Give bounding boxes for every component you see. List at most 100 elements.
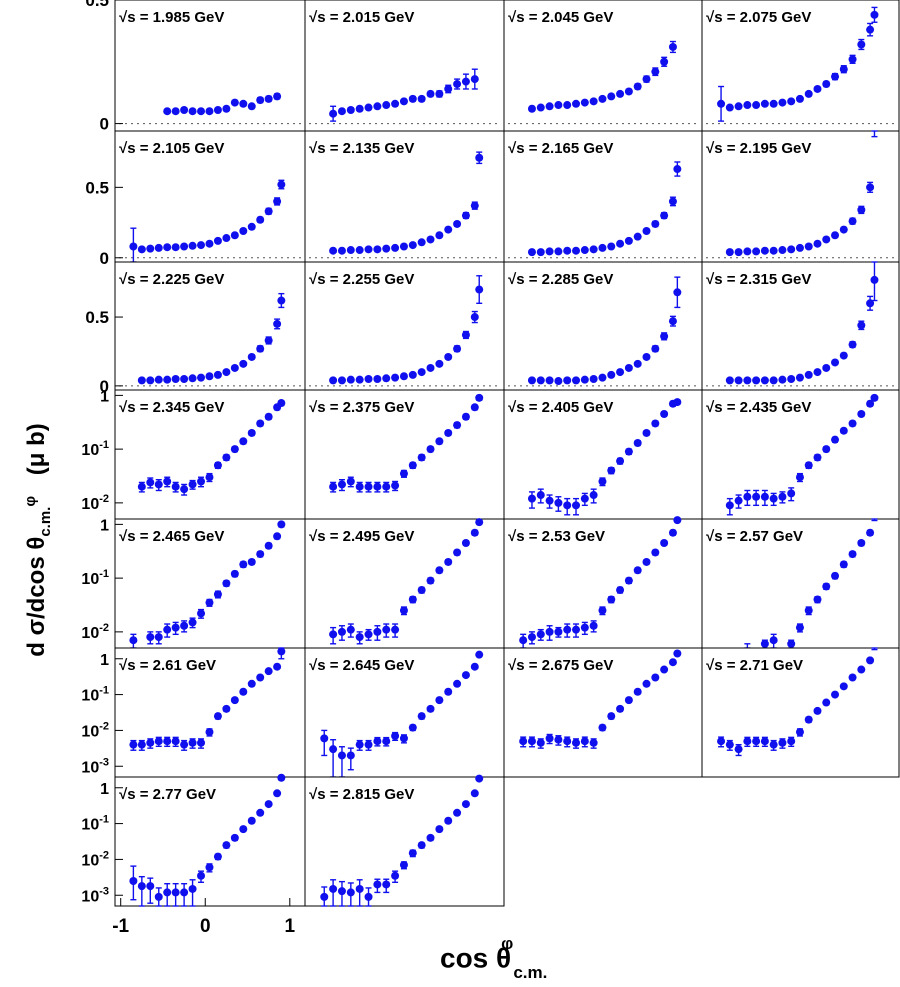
panel-frame: [503, 389, 703, 520]
data-point: [545, 102, 554, 111]
data-point: [273, 662, 282, 671]
data-point: [725, 740, 734, 749]
data-point: [743, 492, 752, 501]
data-point: [435, 566, 444, 575]
data-point: [239, 227, 248, 236]
panel-frame: [701, 647, 900, 778]
panel-energy-label: √s = 2.015 GeV: [309, 9, 414, 26]
data-point: [787, 737, 796, 746]
panel-energy-label: √s = 2.77 GeV: [119, 786, 216, 803]
data-point: [373, 374, 382, 383]
y-tick-label: 10-1: [81, 439, 109, 459]
data-point: [264, 541, 273, 550]
data-point: [554, 627, 563, 636]
data-point: [373, 880, 382, 889]
data-point: [624, 87, 633, 96]
x-tick-label: 1: [285, 916, 296, 937]
data-point: [222, 579, 231, 588]
data-point: [154, 892, 163, 901]
data-point: [171, 888, 180, 897]
data-point: [320, 734, 329, 743]
panel-energy-label: √s = 2.61 GeV: [119, 657, 216, 674]
data-point: [554, 101, 563, 110]
data-point: [154, 737, 163, 746]
panel-frame: [304, 261, 505, 391]
data-point: [247, 102, 256, 111]
data-point: [408, 723, 417, 732]
y-tick-label: 0: [100, 377, 109, 396]
data-point: [475, 774, 484, 783]
data-point: [527, 633, 536, 642]
data-point: [171, 737, 180, 746]
data-point: [813, 453, 822, 462]
data-point: [230, 569, 239, 578]
data-point: [616, 368, 625, 377]
data-point: [870, 10, 879, 19]
data-point: [222, 104, 231, 113]
data-point: [180, 621, 189, 630]
data-point: [813, 368, 822, 377]
data-point: [717, 737, 726, 746]
panel-energy-label: √s = 2.255 GeV: [309, 271, 414, 288]
data-point: [660, 332, 669, 341]
panel-energy-label: √s = 2.495 GeV: [309, 528, 414, 545]
data-point: [572, 376, 581, 385]
data-point: [642, 227, 651, 236]
data-point: [651, 344, 660, 353]
data-point: [660, 665, 669, 674]
data-point: [205, 863, 214, 872]
data-point: [519, 737, 528, 746]
data-point: [163, 737, 172, 746]
data-point: [213, 370, 222, 379]
data-point: [355, 633, 364, 642]
data-point: [813, 84, 822, 93]
data-point: [391, 625, 400, 634]
data-point: [346, 105, 355, 114]
y-axis-title-main: d σ/dcos θ: [23, 536, 51, 657]
data-point: [137, 882, 146, 891]
data-point: [426, 576, 435, 585]
data-point: [417, 712, 426, 721]
data-point: [399, 860, 408, 869]
x-tick-label: -1: [112, 916, 129, 937]
data-point: [769, 636, 778, 645]
data-point: [734, 745, 743, 754]
data-point: [616, 704, 625, 713]
data-point: [554, 247, 563, 256]
data-point: [769, 494, 778, 503]
data-point: [197, 871, 206, 880]
data-point: [188, 480, 197, 489]
data-point: [329, 109, 338, 118]
data-point: [616, 89, 625, 98]
data-point: [264, 412, 273, 421]
data-point: [475, 518, 484, 527]
y-tick-label: 1: [100, 781, 109, 798]
data-point: [417, 94, 426, 103]
data-point: [752, 247, 761, 256]
y-tick-label: 10-1: [81, 685, 109, 705]
data-point: [163, 107, 172, 116]
data-point: [795, 728, 804, 737]
data-point: [580, 737, 589, 746]
data-point: [435, 89, 444, 98]
panel-frame: [701, 261, 900, 391]
data-point: [642, 557, 651, 566]
data-point: [545, 734, 554, 743]
data-point: [660, 211, 669, 220]
panel-frame: [503, 261, 703, 391]
data-point: [329, 246, 338, 255]
data-point: [197, 609, 206, 618]
data-point: [453, 80, 462, 89]
data-point: [163, 375, 172, 384]
data-point: [589, 97, 598, 106]
data-point: [607, 595, 616, 604]
y-tick-label: 1: [100, 517, 109, 534]
panel-energy-label: √s = 2.375 GeV: [309, 399, 414, 416]
data-point: [752, 376, 761, 385]
data-point: [417, 368, 426, 377]
data-point: [470, 403, 479, 412]
data-point: [273, 789, 282, 798]
data-point: [163, 243, 172, 252]
panel-energy-label: √s = 2.285 GeV: [508, 271, 613, 288]
